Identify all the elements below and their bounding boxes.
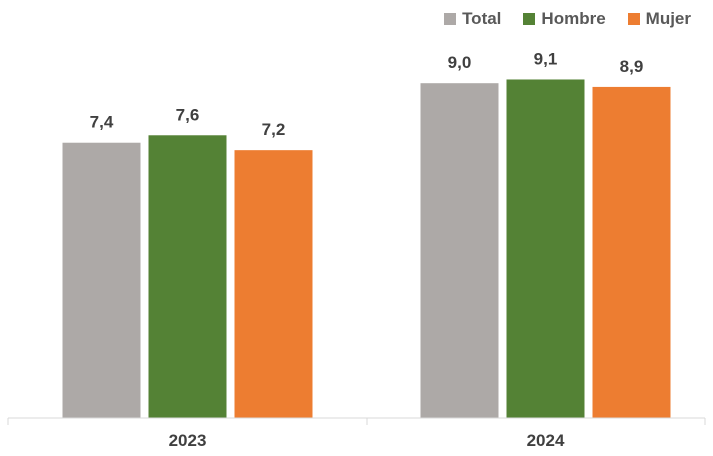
data-label-hombre-2024: 9,1 bbox=[534, 49, 558, 68]
bar-total-2023 bbox=[62, 142, 141, 418]
legend-item-total: Total bbox=[444, 9, 501, 29]
legend-swatch-total bbox=[444, 13, 457, 25]
value-labels-group: 7,4 7,6 7,2 9,0 9,1 8,9 bbox=[90, 49, 644, 139]
data-label-mujer-2024: 8,9 bbox=[620, 57, 644, 76]
data-label-total-2023: 7,4 bbox=[90, 113, 114, 132]
bar-mujer-2024 bbox=[592, 86, 671, 419]
legend-label-total: Total bbox=[462, 9, 502, 28]
legend-item-mujer: Mujer bbox=[627, 9, 691, 29]
bar-hombre-2023 bbox=[148, 135, 227, 418]
bar-total-2024 bbox=[420, 83, 499, 418]
bar-mujer-2023 bbox=[234, 150, 313, 418]
data-label-hombre-2023: 7,6 bbox=[176, 105, 200, 124]
bar-hombre-2024 bbox=[506, 79, 585, 418]
bars-group bbox=[62, 79, 671, 419]
legend-swatch-mujer bbox=[627, 13, 640, 25]
legend-label-hombre: Hombre bbox=[541, 9, 606, 28]
chart-legend: Total Hombre Mujer bbox=[444, 9, 691, 29]
x-tick-label-2024: 2024 bbox=[527, 431, 565, 450]
legend-label-mujer: Mujer bbox=[645, 9, 691, 28]
legend-swatch-hombre bbox=[523, 13, 536, 25]
x-tick-labels-group: 2023 2024 bbox=[169, 431, 565, 450]
data-label-mujer-2023: 7,2 bbox=[262, 120, 286, 139]
legend-item-hombre: Hombre bbox=[523, 9, 606, 29]
x-tick-label-2023: 2023 bbox=[169, 431, 207, 450]
data-label-total-2024: 9,0 bbox=[448, 53, 472, 72]
